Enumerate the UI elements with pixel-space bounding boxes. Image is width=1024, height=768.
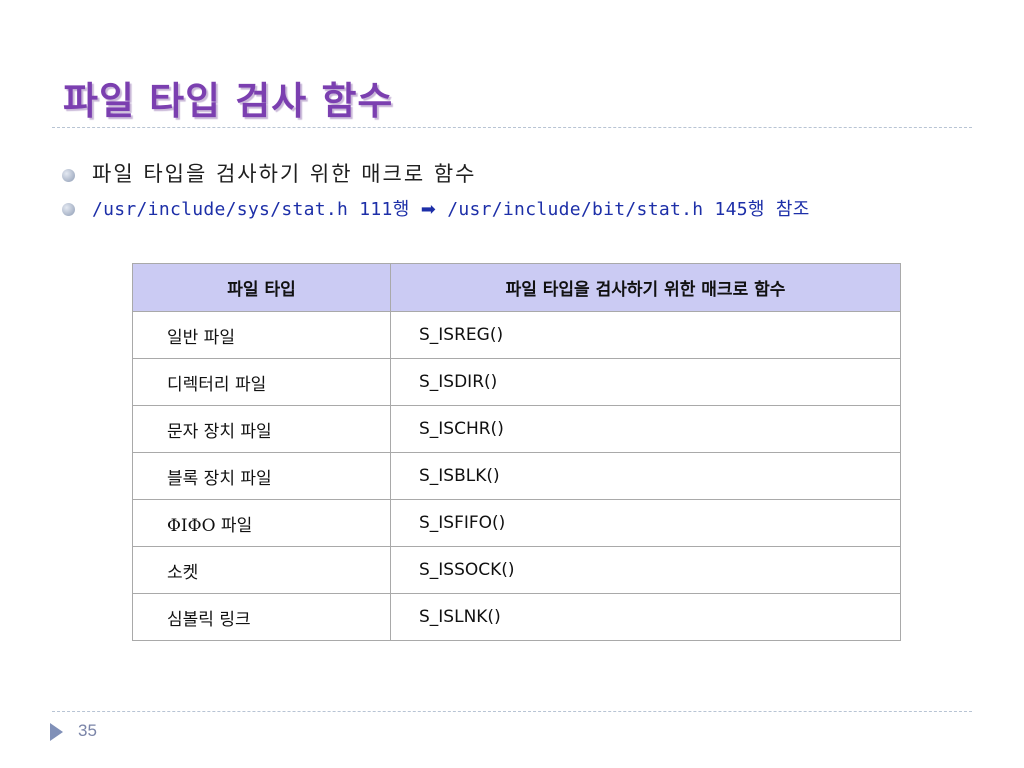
bullet-dot-icon — [62, 203, 75, 216]
table-row: 디렉터리 파일 S_ISDIR() — [132, 358, 901, 406]
table-header-row: 파일 타입 파일 타입을 검사하기 위한 매크로 함수 — [132, 263, 901, 312]
macro-cell: S_ISCHR() — [390, 405, 901, 453]
table-row: 일반 파일 S_ISREG() — [132, 311, 901, 359]
file-type-cell: 블록 장치 파일 — [132, 452, 391, 500]
table-row: 문자 장치 파일 S_ISCHR() — [132, 405, 901, 453]
file-type-table: 파일 타입 파일 타입을 검사하기 위한 매크로 함수 일반 파일 S_ISRE… — [132, 263, 901, 641]
file-type-cell: 디렉터리 파일 — [132, 358, 391, 406]
table-row: 블록 장치 파일 S_ISBLK() — [132, 452, 901, 500]
file-type-cell: 심볼릭 링크 — [132, 593, 391, 641]
macro-cell: S_ISLNK() — [390, 593, 901, 641]
macro-cell: S_ISBLK() — [390, 452, 901, 500]
slide-title: 파일 타입 검사 함수 — [63, 79, 394, 123]
macro-cell: S_ISDIR() — [390, 358, 901, 406]
macro-cell: S_ISSOCK() — [390, 546, 901, 594]
file-type-cell: 문자 장치 파일 — [132, 405, 391, 453]
source-path: /usr/include/sys/stat.h 111행 — [92, 199, 410, 220]
bullet-text: /usr/include/sys/stat.h 111행 ➡ /usr/incl… — [92, 195, 810, 221]
file-type-cell: 소켓 — [132, 546, 391, 594]
macro-cell: S_ISFIFO() — [390, 499, 901, 547]
page-number: 35 — [78, 721, 97, 740]
header-file-type: 파일 타입 — [132, 263, 391, 312]
footer-divider — [52, 711, 972, 712]
header-macro: 파일 타입을 검사하기 위한 매크로 함수 — [390, 263, 901, 312]
file-type-cell: 일반 파일 — [132, 311, 391, 359]
target-path: /usr/include/bit/stat.h 145행 참조 — [447, 199, 810, 220]
file-type-cell: ΦΙΦΟ 파일 — [132, 499, 391, 547]
triangle-right-icon — [50, 723, 63, 741]
table-row: 소켓 S_ISSOCK() — [132, 546, 901, 594]
title-divider — [52, 127, 972, 128]
table-row: ΦΙΦΟ 파일 S_ISFIFO() — [132, 499, 901, 547]
right-arrow-icon: ➡ — [420, 199, 437, 220]
table-row: 심볼릭 링크 S_ISLNK() — [132, 593, 901, 641]
macro-cell: S_ISREG() — [390, 311, 901, 359]
bullet-dot-icon — [62, 169, 75, 182]
bullet-text: 파일 타입을 검사하기 위한 매크로 함수 — [92, 162, 477, 186]
